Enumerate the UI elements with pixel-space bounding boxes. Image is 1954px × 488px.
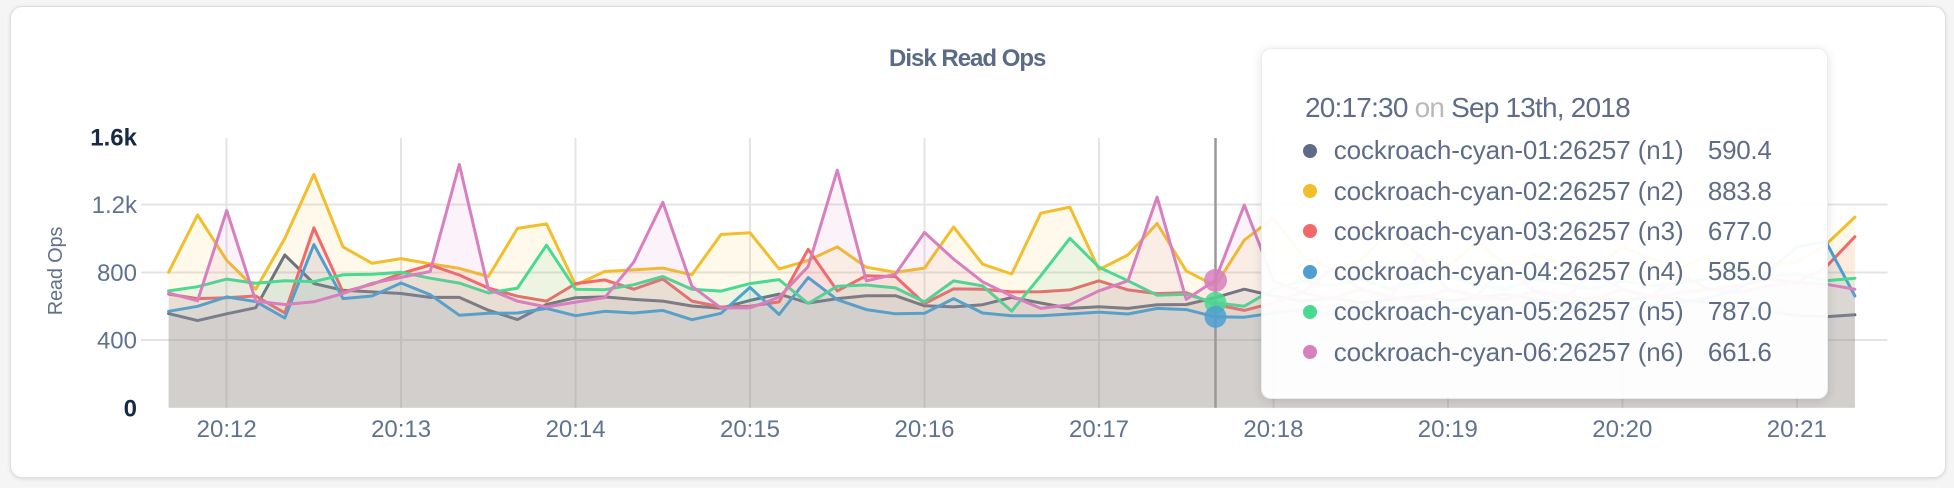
- svg-text:400: 400: [97, 328, 137, 355]
- svg-text:20:19: 20:19: [1418, 416, 1478, 443]
- svg-text:20:13: 20:13: [371, 416, 431, 443]
- svg-text:20:12: 20:12: [197, 416, 257, 443]
- svg-text:1.6k: 1.6k: [90, 124, 137, 151]
- svg-text:Read Ops: Read Ops: [45, 227, 67, 316]
- svg-text:20:15: 20:15: [720, 416, 780, 443]
- svg-text:20:18: 20:18: [1243, 416, 1303, 443]
- svg-text:20:14: 20:14: [546, 416, 606, 443]
- svg-text:1.2k: 1.2k: [92, 192, 138, 219]
- svg-text:20:20: 20:20: [1592, 416, 1652, 443]
- svg-text:0: 0: [124, 395, 137, 422]
- svg-text:800: 800: [97, 260, 137, 287]
- svg-text:20:21: 20:21: [1767, 416, 1827, 443]
- svg-text:20:17: 20:17: [1069, 416, 1129, 443]
- svg-text:20:16: 20:16: [894, 416, 954, 443]
